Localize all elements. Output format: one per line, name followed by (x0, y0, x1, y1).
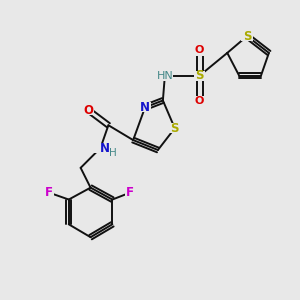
FancyBboxPatch shape (84, 105, 94, 115)
FancyBboxPatch shape (92, 142, 110, 154)
FancyBboxPatch shape (169, 123, 181, 133)
Text: S: S (195, 69, 204, 82)
Text: O: O (84, 104, 94, 117)
Text: HN: HN (157, 71, 173, 81)
FancyBboxPatch shape (139, 102, 151, 112)
FancyBboxPatch shape (125, 188, 135, 198)
Text: S: S (170, 122, 179, 135)
Text: F: F (126, 186, 134, 199)
FancyBboxPatch shape (194, 71, 206, 81)
Text: F: F (45, 186, 53, 199)
FancyBboxPatch shape (157, 71, 173, 81)
FancyBboxPatch shape (195, 95, 205, 105)
FancyBboxPatch shape (195, 46, 205, 56)
Text: N: N (99, 142, 110, 154)
FancyBboxPatch shape (241, 31, 253, 41)
Text: O: O (195, 97, 204, 106)
Text: S: S (243, 30, 251, 43)
Text: N: N (140, 101, 150, 114)
FancyBboxPatch shape (44, 188, 54, 198)
Text: O: O (195, 45, 204, 55)
Text: H: H (110, 148, 117, 158)
